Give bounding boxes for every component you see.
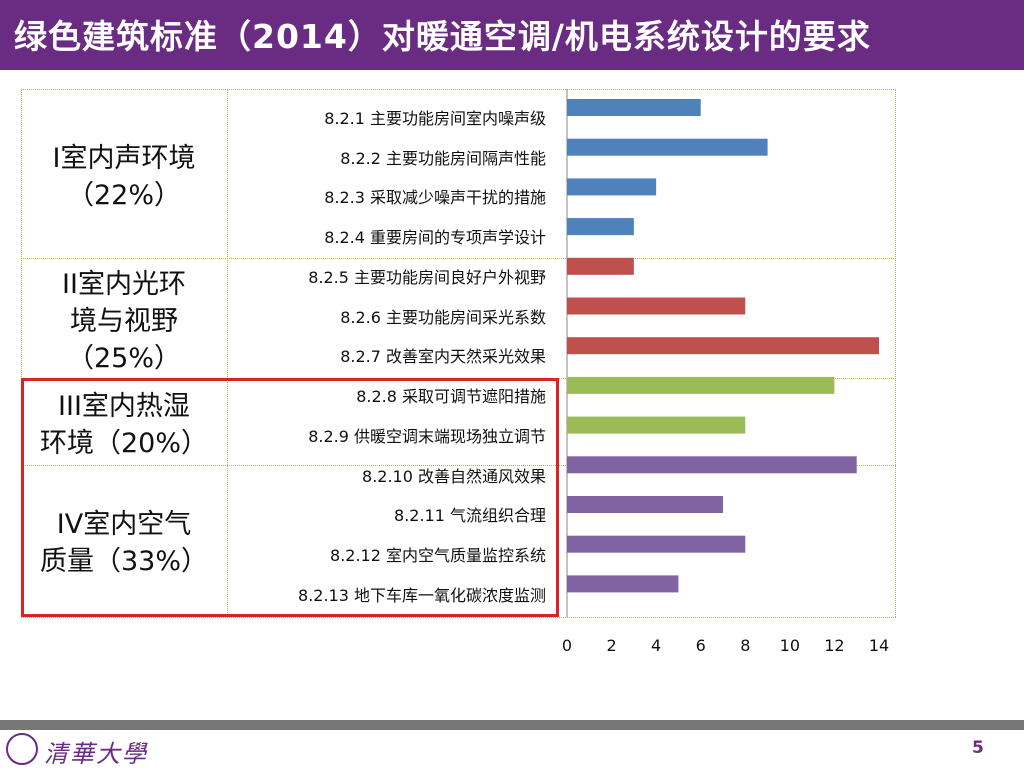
x-tick-label: 4 (651, 636, 661, 655)
category-name-light-line1: II室内光环 (62, 269, 186, 300)
category-percent-acoustic: （22%） (66, 180, 181, 211)
table-border-right (895, 89, 896, 617)
bar (567, 218, 634, 236)
item-label: 8.2.1 主要功能房间室内噪声级 (324, 109, 546, 128)
title-bar: 绿色建筑标准（2014）对暖通空调/机电系统设计的要求 (0, 0, 1024, 70)
bar (567, 297, 746, 315)
category-name-acoustic: I室内声环境 (52, 143, 196, 174)
bar (567, 376, 835, 394)
table-border-top (21, 89, 896, 90)
bar (567, 575, 679, 593)
footer-strip (0, 730, 1024, 768)
slide-title: 绿色建筑标准（2014）对暖通空调/机电系统设计的要求 (14, 17, 871, 56)
table-divider-row-1 (21, 258, 896, 259)
item-label: 8.2.4 重要房间的专项声学设计 (324, 228, 546, 247)
item-label: 8.2.7 改善室内天然采光效果 (340, 347, 546, 366)
category-percent-air: 质量（33%） (39, 546, 208, 577)
bar (567, 337, 879, 355)
table-border-bottom (21, 617, 896, 618)
table-divider-row-3 (21, 465, 896, 466)
item-label: 8.2.3 采取减少噪声干扰的措施 (324, 188, 546, 207)
x-tick-label: 14 (869, 636, 889, 655)
category-label-air: IV室内空气 质量（33%） (24, 506, 224, 580)
x-tick-label: 10 (780, 636, 800, 655)
item-label: 8.2.8 采取可调节遮阳措施 (356, 387, 546, 406)
category-name-light-line2: 境与视野 (70, 306, 178, 337)
category-name-thermal: III室内热湿 (58, 391, 190, 422)
x-tick-label: 12 (824, 636, 844, 655)
category-label-acoustic: I室内声环境 （22%） (24, 140, 224, 214)
bar-chart: 0 2 4 6 8 10 12 14 (562, 89, 889, 655)
bar (567, 178, 657, 196)
bar (567, 257, 634, 275)
bar (567, 138, 768, 156)
category-percent-thermal: 环境（20%） (39, 428, 208, 459)
item-label: 8.2.10 改善自然通风效果 (362, 467, 546, 486)
university-seal-logo (6, 733, 38, 765)
item-label: 8.2.11 气流组织合理 (394, 506, 546, 525)
x-tick-label: 6 (696, 636, 706, 655)
page-number: 5 (972, 738, 984, 758)
category-percent-light: （25%） (66, 343, 181, 374)
table-border-left (21, 89, 22, 617)
bar (567, 99, 701, 116)
bar (567, 535, 746, 553)
item-label: 8.2.5 主要功能房间良好户外视野 (308, 268, 546, 287)
category-label-thermal: III室内热湿 环境（20%） (24, 388, 224, 462)
x-tick-label: 0 (562, 636, 572, 655)
bar (567, 496, 723, 513)
x-tick-label: 2 (606, 636, 616, 655)
footer-bar (0, 720, 1024, 730)
item-label: 8.2.9 供暖空调末端现场独立调节 (308, 427, 546, 446)
bar (567, 416, 746, 434)
category-name-air: IV室内空气 (56, 509, 192, 540)
university-logo-text: 清華大學 (44, 740, 148, 768)
bar (567, 456, 857, 474)
item-label: 8.2.6 主要功能房间采光系数 (340, 308, 546, 327)
item-label: 8.2.13 地下车库一氧化碳浓度监测 (298, 586, 546, 605)
x-tick-label: 8 (740, 636, 750, 655)
chart-slide: I室内声环境 （22%） II室内光环 境与视野 （25%） III室内热湿 环… (0, 70, 1024, 720)
item-label: 8.2.2 主要功能房间隔声性能 (340, 149, 546, 168)
category-label-light: II室内光环 境与视野 （25%） (24, 266, 224, 377)
table-divider-column (227, 89, 228, 617)
item-label: 8.2.12 室内空气质量监控系统 (330, 546, 546, 565)
highlight-box (21, 378, 559, 617)
